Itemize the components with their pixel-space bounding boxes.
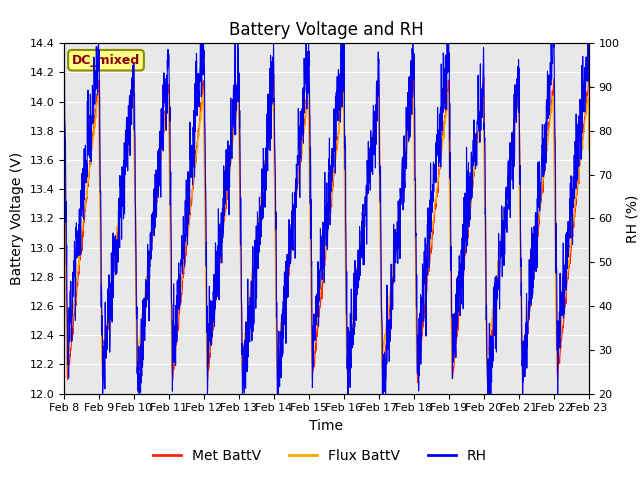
RH <box>207 298 214 303</box>
RH <box>353 285 361 291</box>
Met BattV <box>342 209 349 215</box>
Line: Met BattV: Met BattV <box>64 74 589 383</box>
Flux BattV <box>585 146 593 152</box>
Flux BattV <box>342 268 349 274</box>
Met BattV <box>479 88 487 94</box>
RH <box>60 40 68 46</box>
Flux BattV <box>539 177 547 183</box>
Met BattV <box>60 75 68 81</box>
Flux BattV <box>554 352 561 358</box>
RH <box>554 347 561 353</box>
Flux BattV <box>207 332 214 337</box>
Title: Battery Voltage and RH: Battery Voltage and RH <box>229 21 424 39</box>
Met BattV <box>539 179 547 184</box>
Y-axis label: RH (%): RH (%) <box>625 194 639 242</box>
RH <box>479 94 486 99</box>
Met BattV <box>207 346 214 351</box>
Met BattV <box>554 372 561 378</box>
X-axis label: Time: Time <box>309 419 344 433</box>
RH <box>539 163 547 169</box>
Text: DC_mixed: DC_mixed <box>72 54 140 67</box>
Legend: Met BattV, Flux BattV, RH: Met BattV, Flux BattV, RH <box>148 443 492 468</box>
Met BattV <box>414 380 422 385</box>
Flux BattV <box>129 89 137 95</box>
Met BattV <box>585 75 593 81</box>
Line: Flux BattV: Flux BattV <box>64 92 589 370</box>
Y-axis label: Battery Voltage (V): Battery Voltage (V) <box>10 152 24 285</box>
RH <box>99 391 106 396</box>
Flux BattV <box>60 148 68 154</box>
Met BattV <box>353 286 361 291</box>
Flux BattV <box>343 367 351 372</box>
Line: RH: RH <box>64 43 589 394</box>
Flux BattV <box>479 91 487 97</box>
Met BattV <box>270 72 278 77</box>
RH <box>585 67 593 73</box>
Flux BattV <box>353 264 361 269</box>
RH <box>342 142 349 148</box>
